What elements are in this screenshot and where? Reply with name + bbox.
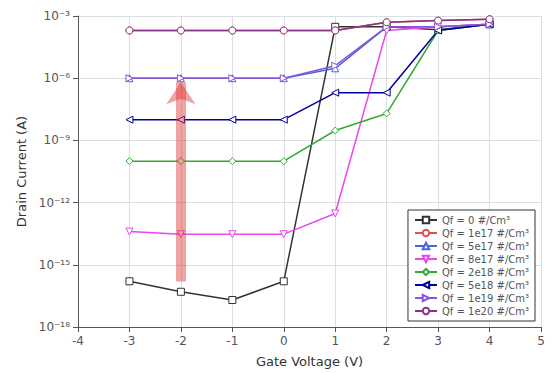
svg-text:Qf = 5e17 #/Cm³: Qf = 5e17 #/Cm³ <box>442 241 529 252</box>
svg-text:5: 5 <box>537 334 545 348</box>
svg-text:0: 0 <box>280 334 288 348</box>
svg-text:10⁻³: 10⁻³ <box>44 9 71 23</box>
svg-text:Drain Current (A): Drain Current (A) <box>14 116 29 227</box>
svg-text:3: 3 <box>434 334 442 348</box>
svg-text:Qf = 8e17 #/Cm³: Qf = 8e17 #/Cm³ <box>442 254 529 265</box>
svg-text:2: 2 <box>383 334 391 348</box>
svg-text:-2: -2 <box>175 334 187 348</box>
svg-text:Qf = 2e18 #/Cm³: Qf = 2e18 #/Cm³ <box>442 267 529 278</box>
svg-text:1: 1 <box>331 334 339 348</box>
svg-text:4: 4 <box>486 334 494 348</box>
svg-text:Qf = 1e19 #/Cm³: Qf = 1e19 #/Cm³ <box>442 293 529 304</box>
svg-text:10⁻¹²: 10⁻¹² <box>39 196 70 210</box>
svg-text:Qf = 5e18 #/Cm³: Qf = 5e18 #/Cm³ <box>442 280 529 291</box>
svg-text:10⁻⁶: 10⁻⁶ <box>44 71 71 85</box>
svg-text:10⁻¹⁵: 10⁻¹⁵ <box>39 258 70 272</box>
svg-text:-4: -4 <box>72 334 84 348</box>
svg-text:10⁻⁹: 10⁻⁹ <box>44 133 71 147</box>
svg-text:Qf = 1e17 #/Cm³: Qf = 1e17 #/Cm³ <box>442 228 529 239</box>
svg-text:Qf = 0 #/Cm³: Qf = 0 #/Cm³ <box>442 215 510 226</box>
svg-text:10⁻¹⁸: 10⁻¹⁸ <box>39 320 70 334</box>
svg-text:-1: -1 <box>226 334 238 348</box>
svg-text:Qf = 1e20 #/Cm³: Qf = 1e20 #/Cm³ <box>442 306 529 317</box>
svg-text:-3: -3 <box>123 334 135 348</box>
svg-text:Gate Voltage (V): Gate Voltage (V) <box>256 354 363 369</box>
